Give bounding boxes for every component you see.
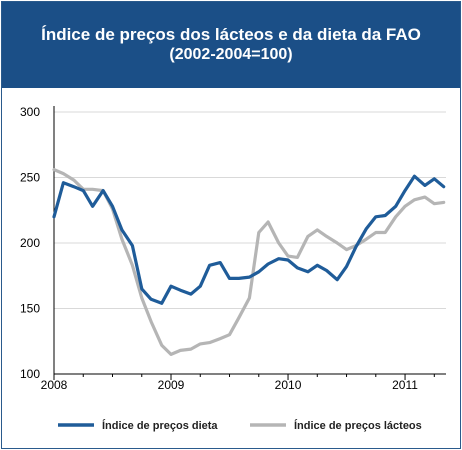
legend-label: Índice de preços dieta bbox=[102, 419, 218, 432]
chart-header: Índice de preços dos lácteos e da dieta … bbox=[2, 2, 460, 88]
y-tick-label: 150 bbox=[20, 302, 40, 316]
chart-subtitle: (2002-2004=100) bbox=[169, 46, 293, 63]
legend-item-dairy: Índice de preços lácteos bbox=[250, 419, 422, 432]
axes: 100 150 200 250 300 2008 2009 2010 2011 bbox=[20, 105, 446, 392]
x-tick-label: 2008 bbox=[41, 378, 68, 392]
chart-title: Índice de preços dos lácteos e da dieta … bbox=[41, 25, 421, 44]
legend-item-diet: Índice de preços dieta bbox=[58, 419, 218, 432]
series-line-dairy bbox=[52, 168, 446, 356]
x-tick-label: 2010 bbox=[275, 378, 302, 392]
series-line-diet bbox=[52, 174, 446, 305]
x-tick-label: 2011 bbox=[392, 378, 418, 392]
legend-label: Índice de preços lácteos bbox=[294, 419, 422, 432]
gridlines bbox=[54, 111, 446, 309]
y-tick-label: 100 bbox=[20, 367, 40, 381]
y-tick-label: 200 bbox=[20, 236, 40, 250]
y-tick-label: 250 bbox=[20, 171, 40, 185]
legend: Índice de preços dieta Índice de preços l… bbox=[58, 419, 422, 432]
x-tick-label: 2009 bbox=[158, 378, 185, 392]
series-lines bbox=[52, 168, 446, 356]
y-tick-label: 300 bbox=[20, 105, 40, 119]
